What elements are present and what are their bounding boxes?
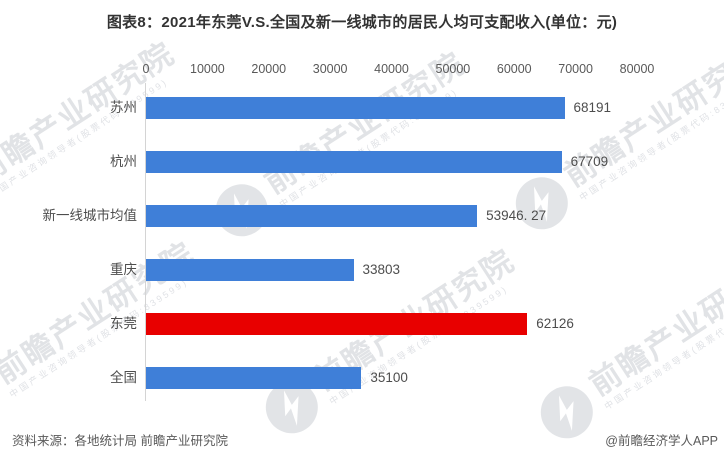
bar-value — [146, 367, 362, 389]
value-label: 62126 — [536, 316, 574, 331]
x-tick-label: 50000 — [435, 62, 471, 76]
bar-row: 杭州 67709 — [0, 151, 724, 173]
x-tick-label: 20000 — [251, 62, 287, 76]
category-label: 东莞 — [110, 316, 137, 331]
source-note: 资料来源：各地统计局 前瞻产业研究院 — [12, 434, 228, 448]
category-label: 新一线城市均值 — [42, 208, 138, 223]
bar-row: 新一线城市均值 53946. 27 — [0, 205, 724, 227]
x-tick-label: 10000 — [189, 62, 225, 76]
value-label: 33803 — [362, 262, 401, 277]
bar-highlight — [146, 313, 528, 335]
value-label: 53946. 27 — [486, 208, 547, 223]
bar-row: 东莞 62126 — [0, 313, 724, 335]
bar-value — [146, 205, 478, 227]
category-label: 重庆 — [110, 262, 137, 277]
x-tick-label: 60000 — [496, 62, 532, 76]
bar-row: 苏州 68191 — [0, 97, 724, 119]
category-label: 全国 — [110, 370, 137, 385]
bar-value — [146, 259, 354, 281]
value-label: 35100 — [370, 370, 408, 385]
x-tick-label: 40000 — [374, 62, 409, 76]
category-label: 苏州 — [110, 100, 137, 115]
x-tick-label: 30000 — [312, 62, 348, 76]
x-tick-label: 80000 — [619, 62, 655, 76]
y-axis-line — [145, 83, 146, 401]
x-tick-label: 70000 — [558, 62, 594, 76]
value-label: 68191 — [573, 100, 612, 115]
x-tick-label: 0 — [142, 62, 150, 76]
chart-title: 图表8：2021年东莞V.S.全国及新一线城市的居民人均可支配收入(单位：元) — [106, 14, 618, 31]
category-label: 杭州 — [110, 154, 137, 169]
bar-row: 全国 35100 — [0, 367, 724, 389]
x-axis-ticks: 0 10000 20000 30000 40000 50000 60000 70000 8000… — [0, 62, 724, 77]
bar-row: 重庆 33803 — [0, 259, 724, 281]
value-label: 67709 — [570, 154, 609, 169]
bar-value — [146, 97, 565, 119]
credit-note: @前瞻经济学人APP — [605, 434, 718, 448]
bar-value — [146, 151, 562, 173]
